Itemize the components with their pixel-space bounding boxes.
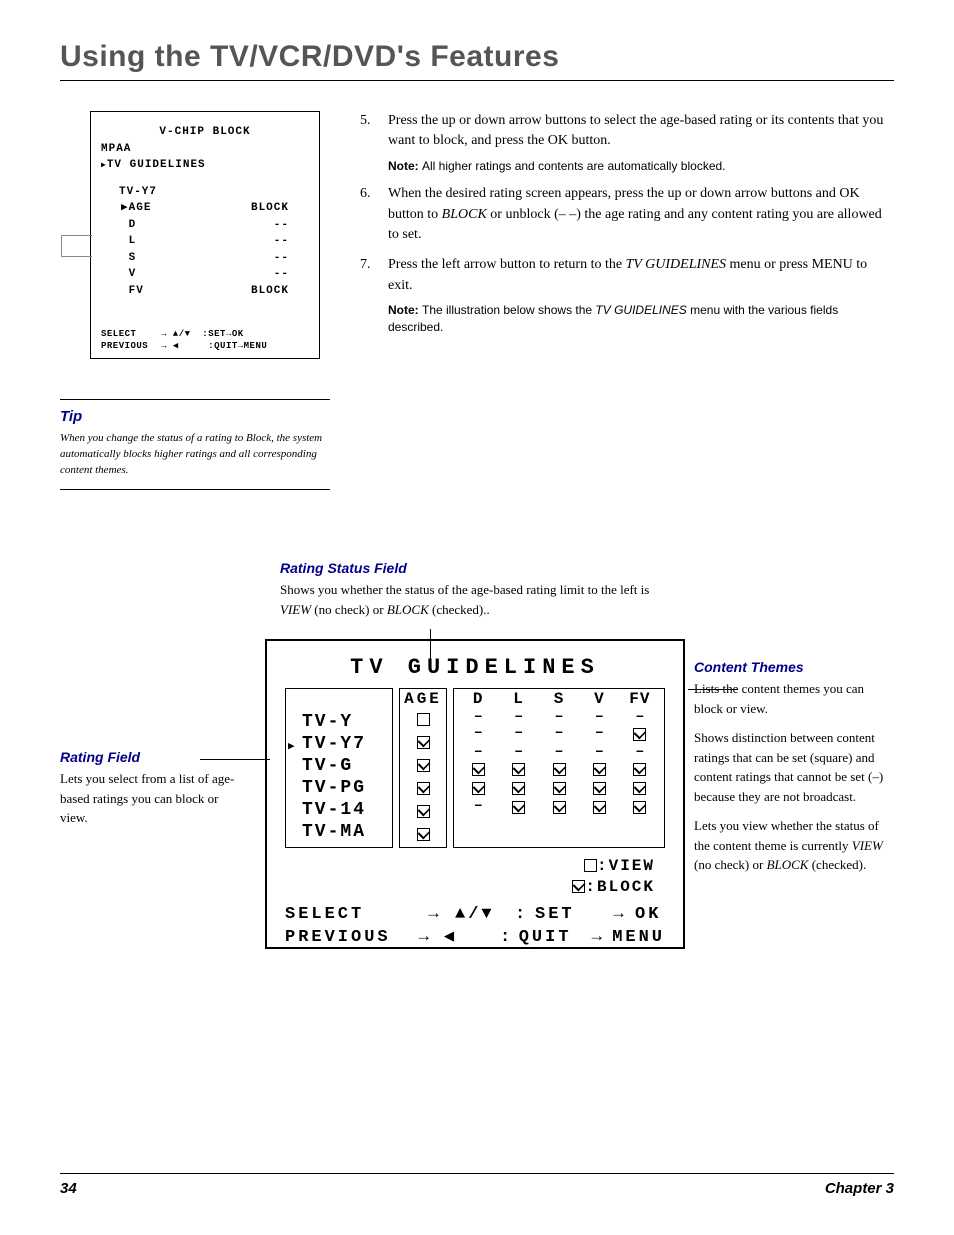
- osd-row: L--: [101, 233, 309, 250]
- content-row: [454, 779, 664, 798]
- tip-box: Tip When you change the status of a rati…: [60, 399, 330, 490]
- instruction-step: 6.When the desired rating screen appears…: [360, 184, 894, 245]
- age-cell: [400, 778, 446, 801]
- content-row: –––––: [454, 744, 664, 760]
- rating-field-callout: Rating Field Lets you select from a list…: [60, 749, 240, 828]
- instruction-step: 7.Press the left arrow button to return …: [360, 255, 894, 335]
- instruction-step: 5.Press the up or down arrow buttons to …: [360, 111, 894, 174]
- age-cell: [400, 755, 446, 778]
- osd-row: D--: [101, 217, 309, 234]
- rating-row: TV-MA: [286, 821, 392, 843]
- osd-footer: SELECT → ▲/▼ : SET → OK PREVIOUS → ◀ : Q…: [101, 329, 309, 352]
- rating-field-desc: Lets you select from a list of age-based…: [60, 769, 240, 828]
- age-column: AGE: [399, 688, 447, 848]
- page-title: Using the TV/VCR/DVD's Features: [60, 40, 894, 81]
- rating-status-desc: Shows you whether the status of the age-…: [280, 580, 660, 619]
- rating-status-heading: Rating Status Field: [280, 560, 660, 576]
- step-list: 5.Press the up or down arrow buttons to …: [360, 111, 894, 335]
- osd-row: S--: [101, 250, 309, 267]
- osd-subheading: TV-Y7: [101, 184, 309, 201]
- page-footer: 34 Chapter 3: [60, 1173, 894, 1197]
- content-themes-p3: Lets you view whether the status of the …: [694, 816, 894, 875]
- osd-row: FVBLOCK: [101, 283, 309, 300]
- rating-row: TV-14: [286, 799, 392, 821]
- left-column: V-CHIP BLOCK MPAA ▶TV GUIDELINES TV-Y7 ▶…: [60, 111, 330, 490]
- rating-row: TV-PG: [286, 777, 392, 799]
- rating-status-callout: Rating Status Field Shows you whether th…: [280, 560, 660, 619]
- content-themes-heading: Content Themes: [694, 659, 894, 675]
- page-number: 34: [60, 1180, 77, 1197]
- osd-grid: X TV-YTV-Y7TV-GTV-PGTV-14TV-MA AGE DLSVF…: [285, 688, 665, 848]
- big-osd-footer: SELECT → ▲/▼ : SET → OK PREVIOUS → ◀ : Q…: [285, 904, 665, 950]
- content-row: –––––: [454, 709, 664, 725]
- tip-heading: Tip: [60, 408, 330, 425]
- content-row: –: [454, 798, 664, 817]
- age-cell: [400, 801, 446, 824]
- content-themes-p1: Lists the content themes you can block o…: [694, 679, 894, 718]
- osd-rows: ▶AGEBLOCK D-- L-- S-- V-- FVBLOCK: [101, 200, 309, 299]
- age-cell: [400, 824, 446, 847]
- tip-text: When you change the status of a rating t…: [60, 431, 330, 479]
- content-themes-callout: Content Themes Lists the content themes …: [694, 659, 894, 885]
- top-section: V-CHIP BLOCK MPAA ▶TV GUIDELINES TV-Y7 ▶…: [60, 111, 894, 490]
- osd-row: V--: [101, 266, 309, 283]
- content-header-row: DLSVFV: [454, 689, 664, 709]
- content-row: ––––: [454, 725, 664, 744]
- content-column: DLSVFV –––––––––––––––: [453, 688, 665, 848]
- big-osd-title: TV GUIDELINES: [285, 655, 665, 680]
- osd-row: ▶AGEBLOCK: [101, 200, 309, 217]
- vchip-osd-illustration: V-CHIP BLOCK MPAA ▶TV GUIDELINES TV-Y7 ▶…: [90, 111, 320, 359]
- age-cell: [400, 732, 446, 755]
- osd-mpaa: MPAA: [101, 141, 309, 158]
- content-themes-p2: Shows distinction between content rating…: [694, 728, 894, 806]
- right-column: 5.Press the up or down arrow buttons to …: [360, 111, 894, 490]
- rating-field-heading: Rating Field: [60, 749, 240, 765]
- chapter-label: Chapter 3: [825, 1180, 894, 1197]
- legend-block: :BLOCK: [285, 877, 665, 898]
- tv-guidelines-diagram: Rating Field Lets you select from a list…: [60, 639, 894, 969]
- osd-title: V-CHIP BLOCK: [101, 124, 309, 141]
- age-cell: [400, 709, 446, 732]
- osd-tv-guidelines: ▶TV GUIDELINES: [101, 157, 309, 174]
- content-row: [454, 760, 664, 779]
- tv-guidelines-osd: TV GUIDELINES X TV-YTV-Y7TV-GTV-PGTV-14T…: [265, 639, 685, 949]
- rating-row: TV-Y7: [286, 733, 392, 755]
- rating-row: TV-Y: [286, 711, 392, 733]
- legend-view: :VIEW: [285, 856, 665, 877]
- rating-column: X TV-YTV-Y7TV-GTV-PGTV-14TV-MA: [285, 688, 393, 848]
- rating-row: TV-G: [286, 755, 392, 777]
